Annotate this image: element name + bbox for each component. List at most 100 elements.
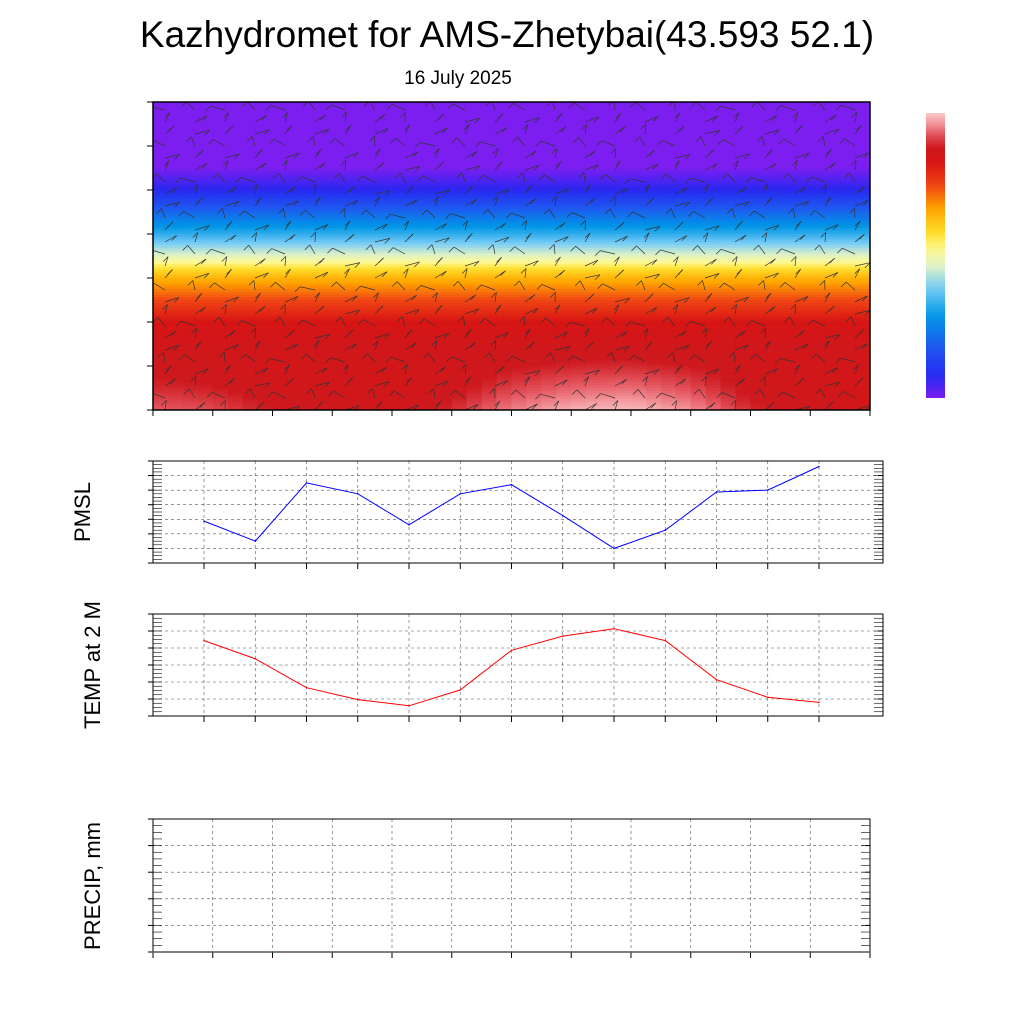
heatmap-cell xyxy=(526,330,542,334)
heatmap-cell xyxy=(645,374,662,378)
heatmap-cell xyxy=(616,220,632,224)
heatmap-cell xyxy=(466,236,483,241)
heatmap-cell xyxy=(167,302,184,307)
heatmap-cell xyxy=(421,225,438,230)
heatmap-cell xyxy=(735,137,752,142)
heatmap-cell xyxy=(675,294,692,298)
heatmap-cell xyxy=(631,113,647,117)
heatmap-cell xyxy=(362,173,378,177)
heatmap-cell xyxy=(690,176,707,180)
heatmap-cell xyxy=(421,363,438,367)
heatmap-cell xyxy=(780,280,796,285)
heatmap-cell xyxy=(810,190,826,194)
heatmap-cell xyxy=(392,286,408,290)
heatmap-cell xyxy=(182,319,199,323)
heatmap-cell xyxy=(377,181,393,186)
heatmap-cell xyxy=(436,214,453,219)
heatmap-cell xyxy=(526,286,542,290)
heatmap-cell xyxy=(436,137,453,142)
heatmap-cell xyxy=(347,371,363,375)
heatmap-cell xyxy=(481,363,498,367)
heatmap-cell xyxy=(451,247,468,252)
heatmap-cell xyxy=(541,225,557,230)
heatmap-cell xyxy=(690,212,707,216)
heatmap-cell xyxy=(825,225,841,230)
heatmap-cell xyxy=(720,201,737,205)
heatmap-cell xyxy=(406,349,423,353)
heatmap-cell xyxy=(197,212,214,216)
heatmap-cell xyxy=(705,264,722,268)
heatmap-cell xyxy=(197,217,214,221)
heatmap-cell xyxy=(257,220,274,224)
heatmap-cell xyxy=(840,245,856,249)
heatmap-cell xyxy=(825,316,841,320)
heatmap-cell xyxy=(451,137,468,142)
heatmap-cell xyxy=(855,357,870,362)
heatmap-cell xyxy=(197,327,214,331)
heatmap-cell xyxy=(541,253,557,257)
heatmap-cell xyxy=(347,283,363,287)
heatmap-cell xyxy=(287,360,303,364)
heatmap-cell xyxy=(645,308,662,312)
heatmap-cell xyxy=(675,223,692,227)
heatmap-cell xyxy=(406,319,423,323)
heatmap-cell xyxy=(765,311,781,315)
heatmap-cell xyxy=(167,245,184,249)
heatmap-cell xyxy=(541,382,557,386)
heatmap-cell xyxy=(481,338,498,342)
heatmap-cell xyxy=(257,357,274,362)
heatmap-cell xyxy=(571,176,587,180)
heatmap-cell xyxy=(272,115,289,120)
heatmap-cell xyxy=(526,349,542,353)
heatmap-cell xyxy=(242,170,259,175)
heatmap-cell xyxy=(675,137,692,142)
heatmap-cell xyxy=(287,110,303,114)
heatmap-cell xyxy=(541,346,557,351)
heatmap-cell xyxy=(451,157,468,161)
heatmap-cell xyxy=(586,291,602,296)
heatmap-cell xyxy=(167,217,184,221)
heatmap-cell xyxy=(377,201,393,205)
heatmap-cell xyxy=(631,181,647,186)
heatmap-cell xyxy=(302,217,318,221)
heatmap-cell xyxy=(556,338,572,342)
heatmap-cell xyxy=(750,157,767,161)
heatmap-cell xyxy=(571,344,587,348)
heatmap-cell xyxy=(167,170,184,175)
heatmap-cell xyxy=(616,360,632,364)
heatmap-cell xyxy=(317,258,333,263)
heatmap-cell xyxy=(825,357,841,362)
heatmap-cell xyxy=(601,330,617,334)
heatmap-cell xyxy=(272,338,289,342)
heatmap-cell xyxy=(660,137,677,142)
heatmap-cell xyxy=(855,294,870,298)
heatmap-cell xyxy=(212,162,229,166)
heatmap-cell xyxy=(317,322,333,326)
heatmap-cell xyxy=(317,209,333,213)
heatmap-cell xyxy=(436,148,453,153)
heatmap-cell xyxy=(287,286,303,290)
heatmap-cell xyxy=(496,305,513,309)
heatmap-cell xyxy=(705,272,722,276)
heatmap-cell xyxy=(840,280,856,285)
heatmap-cell xyxy=(810,322,826,326)
heatmap-cell xyxy=(556,242,572,246)
heatmap-cell xyxy=(631,352,647,356)
heatmap-cell xyxy=(466,231,483,235)
heatmap-cell xyxy=(601,154,617,158)
heatmap-cell xyxy=(586,195,602,199)
heatmap-cell xyxy=(780,198,796,202)
heatmap-cell xyxy=(571,107,587,111)
heatmap-cell xyxy=(810,264,826,268)
heatmap-cell xyxy=(392,264,408,268)
heatmap-cell xyxy=(825,333,841,337)
heatmap-cell xyxy=(347,338,363,342)
heatmap-cell xyxy=(377,330,393,334)
heatmap-cell xyxy=(332,209,348,213)
heatmap-cell xyxy=(302,192,318,197)
heatmap-cell xyxy=(541,110,557,114)
heatmap-cell xyxy=(810,170,826,175)
heatmap-cell xyxy=(586,300,602,304)
heatmap-cell xyxy=(466,272,483,276)
heatmap-cell xyxy=(675,115,692,120)
